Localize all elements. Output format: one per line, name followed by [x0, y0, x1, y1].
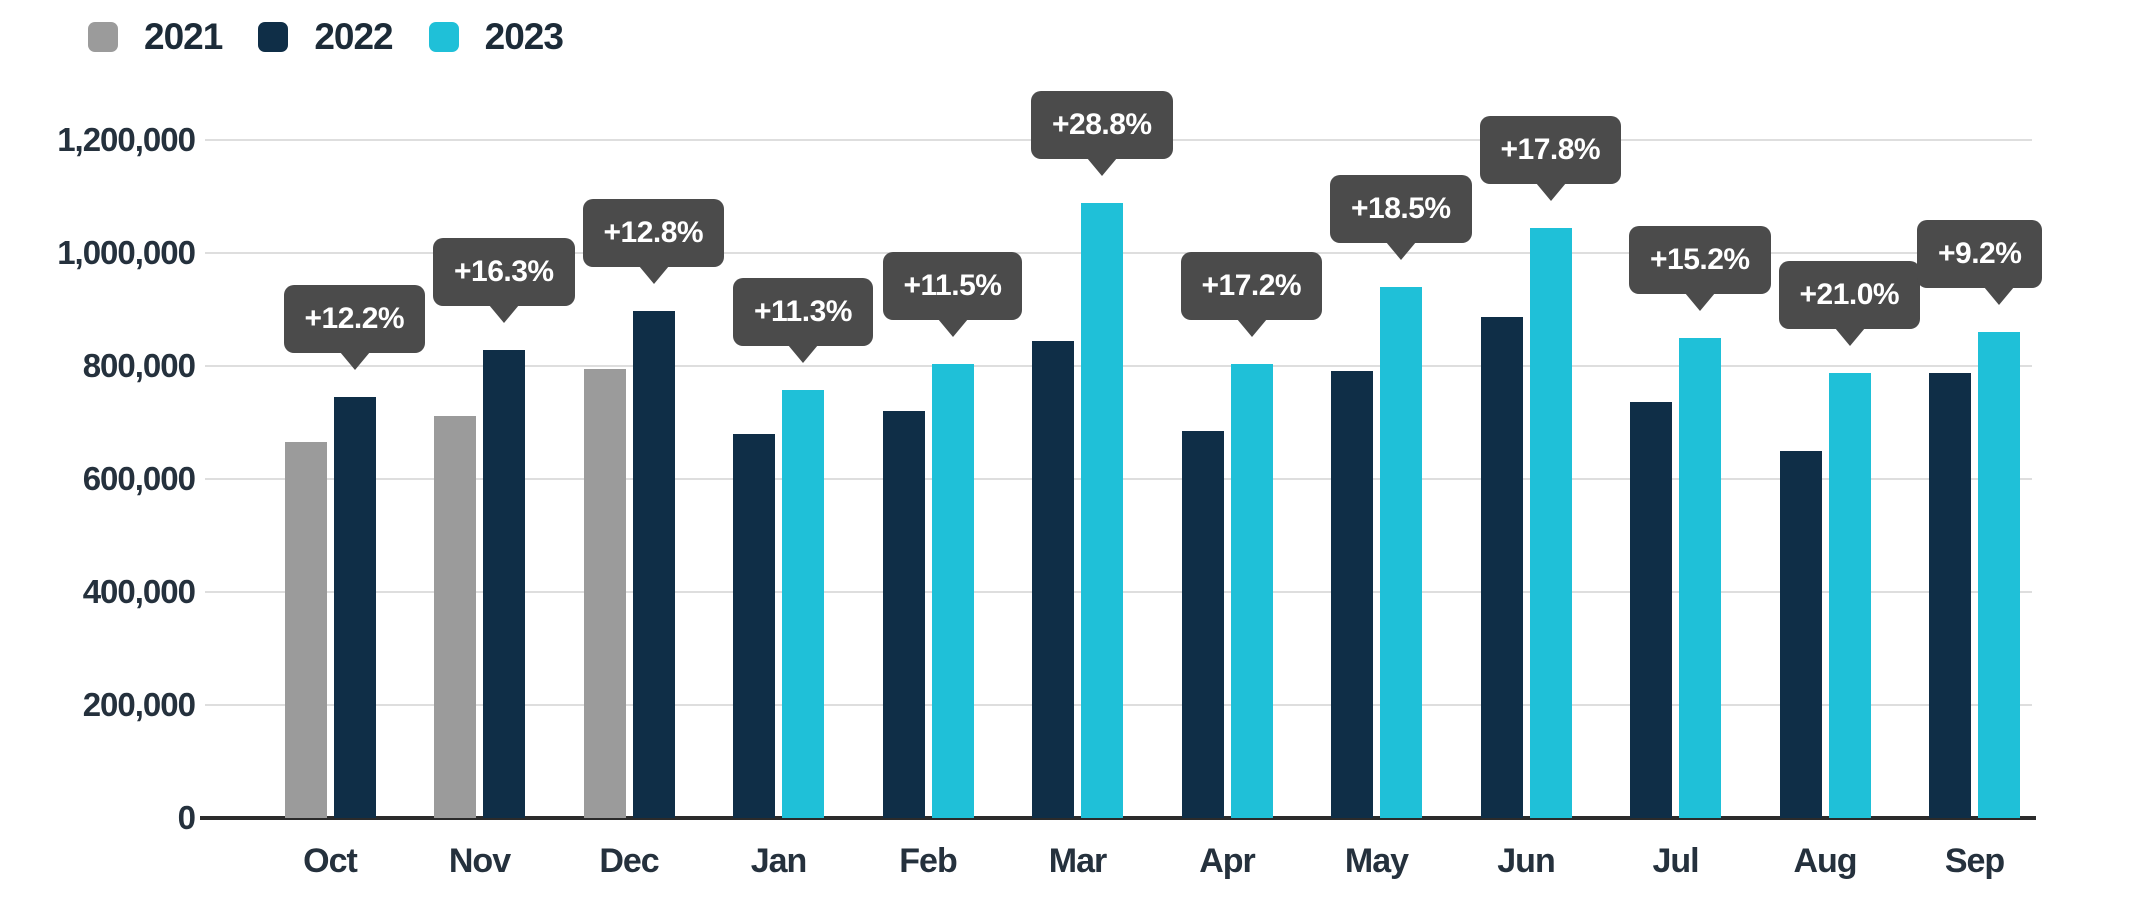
legend-swatch-2023: [428, 22, 459, 52]
y-axis-label-1-200-000: 1,200,000: [57, 121, 196, 158]
legend-swatch-2022: [258, 22, 289, 52]
tooltip-label: +9.2%: [1938, 237, 2022, 271]
bar-2023-jul[interactable]: [1679, 338, 1721, 818]
x-axis-label-dec: Dec: [599, 842, 659, 880]
tooltip-label: +11.5%: [903, 269, 1002, 303]
tooltip-label: +11.3%: [754, 295, 852, 329]
bar-2022-dec[interactable]: [632, 311, 675, 818]
tooltip-label: +12.2%: [304, 301, 405, 335]
bar-2023-sep[interactable]: [1978, 332, 2020, 818]
y-axis-label-800-000: 800,000: [82, 347, 196, 384]
bar-2022-sep[interactable]: [1929, 372, 1971, 818]
tooltip-tail-jan: [788, 345, 818, 364]
tooltip-oct: +12.2%: [283, 284, 426, 353]
bar-2023-jun[interactable]: [1529, 227, 1572, 818]
legend-label: 2022: [314, 16, 393, 57]
tooltip-dec: +12.8%: [582, 199, 725, 268]
x-axis-label-jan: Jan: [750, 842, 808, 880]
tooltip-may: +18.5%: [1330, 175, 1472, 244]
bar-2022-oct[interactable]: [333, 396, 376, 818]
tooltip-tail-apr: [1236, 319, 1267, 338]
y-axis-label-400-000: 400,000: [82, 573, 196, 610]
legend-label: 2021: [144, 16, 223, 57]
bar-2023-may[interactable]: [1380, 287, 1422, 818]
tooltip-nov: +16.3%: [433, 238, 575, 307]
tooltip-label: +17.8%: [1500, 132, 1601, 166]
tooltip-tail-jul: [1685, 293, 1715, 312]
bar-2022-jun[interactable]: [1480, 316, 1523, 818]
bar-2022-nov[interactable]: [483, 350, 525, 818]
bar-2022-feb[interactable]: [882, 411, 925, 818]
bar-2023-jan[interactable]: [782, 390, 824, 818]
tooltip-jun: +17.8%: [1479, 115, 1622, 184]
x-axis-label-oct: Oct: [303, 842, 358, 880]
tooltip-label: +12.8%: [603, 216, 704, 250]
bar-2023-feb[interactable]: [931, 364, 974, 818]
bar-2023-aug[interactable]: [1828, 373, 1871, 818]
y-axis-label-0: 0: [177, 799, 196, 836]
tooltip-tail-jun: [1535, 182, 1566, 201]
tooltip-label: +15.2%: [1650, 243, 1750, 277]
x-axis-label-sep: Sep: [1944, 842, 2005, 880]
x-axis-label-apr: Apr: [1199, 842, 1256, 880]
bar-2022-aug[interactable]: [1779, 450, 1822, 818]
x-axis-label-aug: Aug: [1793, 842, 1857, 880]
x-axis-label-jul: Jul: [1652, 842, 1699, 880]
tooltip-tail-oct: [339, 351, 370, 370]
bar-2023-apr[interactable]: [1230, 364, 1273, 818]
y-axis-label-200-000: 200,000: [82, 686, 196, 723]
x-axis-label-jun: Jun: [1497, 842, 1555, 880]
x-axis-line: [200, 816, 2036, 820]
x-axis-label-may: May: [1344, 842, 1409, 880]
bar-2021-dec[interactable]: [583, 368, 626, 818]
bar-2021-nov[interactable]: [434, 415, 476, 818]
tooltip-jan: +11.3%: [733, 278, 873, 347]
bar-2022-apr[interactable]: [1181, 430, 1224, 818]
tooltip-apr: +17.2%: [1180, 252, 1323, 321]
bar-2021-oct[interactable]: [284, 442, 327, 818]
tooltip-tail-dec: [638, 266, 669, 285]
tooltip-tail-aug: [1834, 328, 1865, 347]
tooltip-label: +21.0%: [1799, 278, 1900, 312]
chart-legend: 2021 2022 2023: [88, 16, 564, 58]
bar-2023-mar[interactable]: [1081, 203, 1123, 818]
tooltip-feb: +11.5%: [882, 252, 1023, 321]
tooltip-tail-sep: [1984, 287, 2014, 306]
bar-2022-mar[interactable]: [1032, 340, 1074, 818]
bar-2022-jan[interactable]: [733, 433, 775, 818]
tooltip-label: +17.2%: [1201, 269, 1302, 303]
tooltip-mar: +28.8%: [1031, 91, 1173, 160]
legend-label: 2023: [484, 16, 564, 57]
y-axis-label-600-000: 600,000: [82, 460, 196, 497]
tooltip-aug: +21.0%: [1778, 261, 1921, 330]
tooltip-label: +16.3%: [454, 255, 554, 289]
tooltip-tail-feb: [937, 319, 968, 338]
tooltip-tail-mar: [1087, 158, 1117, 177]
tooltip-tail-may: [1386, 242, 1416, 261]
legend-item-2022[interactable]: 2022: [258, 16, 394, 58]
bar-2022-may[interactable]: [1331, 370, 1373, 818]
x-axis-label-nov: Nov: [448, 842, 511, 880]
x-axis-label-mar: Mar: [1048, 842, 1107, 880]
tooltip-label: +18.5%: [1351, 192, 1451, 226]
legend-swatch-2021: [88, 22, 118, 52]
legend-item-2023[interactable]: 2023: [428, 16, 564, 58]
legend-item-2021[interactable]: 2021: [88, 16, 223, 58]
bar-2022-jul[interactable]: [1630, 401, 1672, 818]
x-axis-label-feb: Feb: [899, 842, 957, 880]
y-axis-label-1-000-000: 1,000,000: [57, 234, 196, 271]
tooltip-tail-nov: [489, 305, 519, 324]
tooltip-jul: +15.2%: [1629, 226, 1771, 295]
tooltip-sep: +9.2%: [1917, 220, 2043, 289]
tooltip-label: +28.8%: [1052, 108, 1152, 142]
